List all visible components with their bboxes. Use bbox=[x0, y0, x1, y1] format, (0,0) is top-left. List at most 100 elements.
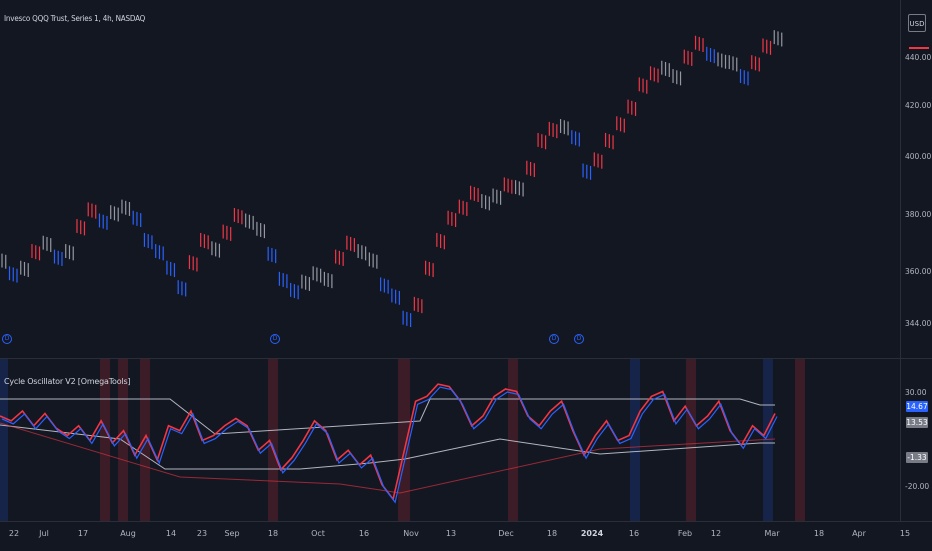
cycle-zone bbox=[0, 359, 8, 521]
price-bar bbox=[458, 199, 468, 216]
price-bar bbox=[233, 207, 243, 225]
chart-title: Invesco QQQ Trust, Series 1, 4h, NASDAQ bbox=[4, 14, 146, 23]
oscillator-line-fast bbox=[0, 383, 776, 502]
time-label: Aug bbox=[120, 529, 136, 538]
price-bar bbox=[132, 210, 142, 228]
price-bar bbox=[559, 119, 569, 136]
price-bar bbox=[548, 121, 558, 139]
price-bar bbox=[8, 266, 18, 283]
osc-value-badge-upper: 13.53 bbox=[906, 417, 928, 428]
time-label: 12 bbox=[710, 529, 722, 538]
price-bar bbox=[87, 202, 97, 219]
time-label: Nov bbox=[403, 529, 419, 538]
oscillator-title[interactable]: Cycle Oscillator V2 [OmegaTools] bbox=[4, 377, 131, 386]
price-bar bbox=[256, 221, 266, 239]
cycle-zone bbox=[508, 359, 518, 521]
price-bar bbox=[188, 255, 198, 272]
price-bar bbox=[503, 177, 513, 194]
time-label: 15 bbox=[899, 529, 911, 538]
dividend-marker-icon[interactable]: D bbox=[549, 334, 559, 344]
time-label: Apr bbox=[852, 529, 866, 538]
price-bar bbox=[537, 132, 547, 150]
oscillator-canvas bbox=[0, 359, 805, 521]
time-label: Feb bbox=[677, 529, 693, 538]
cycle-zone bbox=[398, 359, 410, 521]
price-bar bbox=[638, 77, 648, 94]
price-bar bbox=[706, 46, 715, 64]
time-label: Oct bbox=[311, 529, 325, 538]
lower-band-line bbox=[0, 424, 775, 470]
price-bar bbox=[368, 252, 378, 269]
cycle-zone bbox=[795, 359, 805, 521]
price-bar bbox=[177, 280, 187, 297]
price-bar bbox=[211, 241, 221, 258]
price-bar bbox=[526, 160, 535, 178]
time-label: Jul bbox=[39, 529, 49, 538]
price-bar bbox=[1, 253, 7, 269]
cycle-zone bbox=[100, 359, 110, 521]
time-label: 18 bbox=[813, 529, 825, 538]
price-bar bbox=[571, 130, 580, 147]
time-label: 16 bbox=[358, 529, 370, 538]
price-bar bbox=[649, 66, 659, 83]
dividend-marker-icon[interactable]: D bbox=[574, 334, 584, 344]
price-bar bbox=[245, 213, 254, 230]
price-label: 400.00 bbox=[905, 152, 932, 161]
price-bar bbox=[751, 55, 760, 72]
price-bar bbox=[425, 260, 434, 278]
price-bar bbox=[143, 232, 153, 250]
price-bar bbox=[616, 116, 625, 133]
price-bar bbox=[447, 210, 457, 228]
time-label: 14 bbox=[165, 529, 177, 538]
osc-value-badge-main: 14.67 bbox=[906, 401, 928, 412]
price-bar bbox=[717, 52, 727, 69]
price-bar bbox=[469, 185, 479, 203]
time-axis[interactable] bbox=[0, 521, 932, 551]
price-bar bbox=[312, 266, 322, 283]
dividend-marker-icon[interactable]: D bbox=[2, 334, 12, 344]
price-bar bbox=[357, 244, 367, 261]
price-axis[interactable] bbox=[900, 0, 932, 521]
time-label: 13 bbox=[445, 529, 457, 538]
price-bar bbox=[346, 235, 355, 253]
price-bar bbox=[694, 35, 704, 53]
time-label: 18 bbox=[267, 529, 279, 538]
price-bar bbox=[380, 277, 389, 294]
currency-button[interactable]: USD bbox=[908, 14, 926, 32]
price-bar bbox=[200, 232, 209, 250]
price-bar bbox=[413, 296, 423, 314]
price-bar bbox=[728, 55, 738, 72]
pane-separator[interactable] bbox=[0, 358, 932, 359]
price-label: 344.00 bbox=[905, 319, 932, 328]
price-bar bbox=[65, 244, 74, 261]
price-bar bbox=[76, 219, 86, 236]
price-bar bbox=[593, 152, 603, 169]
price-bar bbox=[98, 213, 108, 230]
price-bar bbox=[391, 288, 400, 305]
cycle-zone bbox=[686, 359, 696, 521]
price-bar bbox=[514, 180, 524, 197]
price-chart-pane[interactable] bbox=[0, 0, 900, 358]
cycle-zone bbox=[140, 359, 150, 521]
price-bar bbox=[402, 310, 412, 328]
price-label: 440.00 bbox=[905, 53, 932, 62]
price-bar bbox=[110, 205, 119, 222]
last-price-marker bbox=[909, 47, 929, 49]
price-bar bbox=[773, 30, 783, 47]
price-bar bbox=[155, 244, 164, 261]
price-bar bbox=[222, 224, 232, 241]
dividend-marker-icon[interactable]: D bbox=[270, 334, 280, 344]
time-label-year: 2024 bbox=[580, 529, 604, 538]
price-label: 420.00 bbox=[905, 101, 932, 110]
price-bar bbox=[335, 249, 344, 266]
price-bar bbox=[20, 260, 29, 278]
price-bar bbox=[42, 235, 52, 253]
oscillator-pane[interactable] bbox=[0, 359, 900, 521]
time-label: Sep bbox=[224, 529, 240, 538]
price-bar bbox=[739, 69, 749, 86]
time-label: 18 bbox=[546, 529, 558, 538]
price-bar bbox=[121, 199, 131, 216]
cycle-zone bbox=[630, 359, 640, 521]
price-bar bbox=[290, 282, 299, 300]
price-bar bbox=[267, 246, 277, 264]
